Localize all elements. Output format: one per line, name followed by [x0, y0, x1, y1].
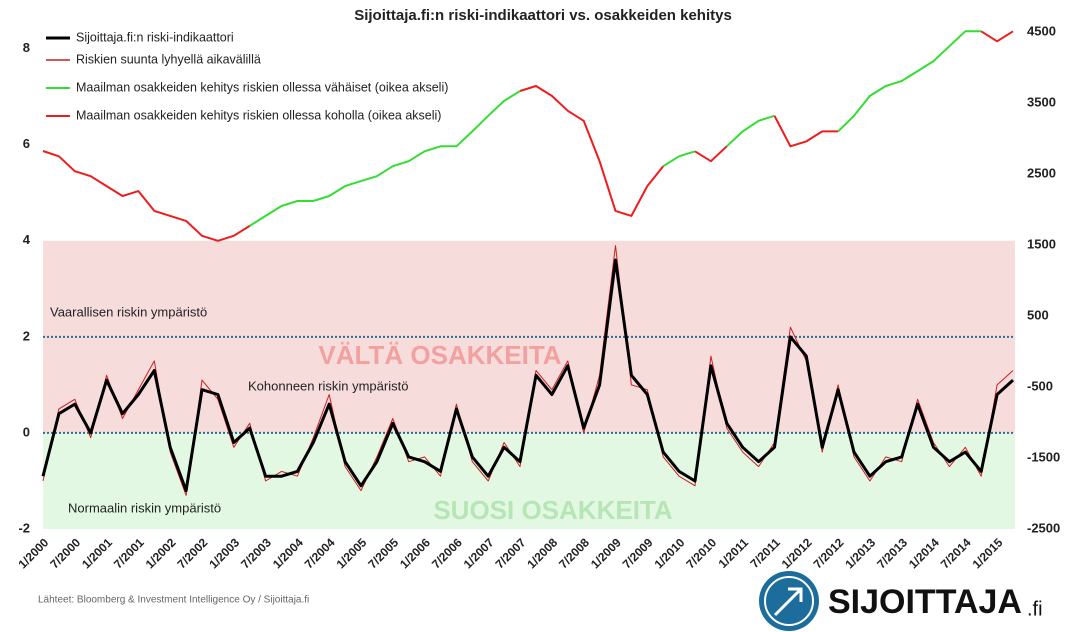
annotation: SUOSI OSAKKEITA	[433, 495, 673, 525]
y-tick-label: -2	[18, 520, 30, 535]
annotation: Normaalin riskin ympäristö	[68, 500, 221, 515]
x-tick-label: 1/2009	[588, 535, 624, 571]
x-tick-label: 1/2006	[397, 535, 433, 571]
legend: Sijoittaja.fi:n riski-indikaattori Riskie…	[46, 30, 448, 122]
logo-name: SIJOITTAJA	[828, 583, 1022, 621]
y2-tick-label: 500	[1027, 307, 1049, 322]
legend-label: Sijoittaja.fi:n riski-indikaattori	[76, 30, 234, 44]
source: Lähteet: Bloomberg & Investment Intellig…	[38, 595, 309, 606]
y-tick-label: 8	[23, 40, 30, 55]
x-tick-label: 1/2004	[270, 535, 306, 571]
x-tick-label: 1/2002	[143, 535, 179, 571]
x-tick-label: 1/2003	[206, 535, 242, 571]
x-tick-label: 1/2001	[79, 535, 115, 571]
logo-arrow	[773, 587, 803, 617]
x-tick-label: 7/2001	[111, 535, 147, 571]
series-line	[42, 30, 1014, 242]
x-tick-label: 1/2005	[334, 535, 370, 571]
x-tick-label: 1/2011	[716, 535, 752, 571]
x-tick-label: 1/2015	[970, 535, 1006, 571]
x-tick-label: 7/2013	[874, 535, 910, 571]
x-tick-label: 1/2007	[461, 535, 497, 571]
annotation: VÄLTÄ OSAKKEITA	[318, 340, 561, 370]
y-tick-label: 2	[23, 328, 30, 343]
x-tick-label: 1/2013	[842, 535, 878, 571]
x-tick-label: 7/2000	[47, 535, 83, 571]
annotation: Vaarallisen riskin ympäristö	[50, 304, 207, 319]
y2-tick-label: -1500	[1027, 449, 1060, 464]
x-tick-label: 1/2008	[524, 535, 560, 571]
chart-title: Sijoittaja.fi:n riski-indikaattori vs. o…	[354, 7, 732, 24]
y2-tick-label: -2500	[1027, 520, 1060, 535]
y-tick-label: 0	[23, 424, 30, 439]
x-tick-label: 1/2014	[906, 535, 942, 571]
x-tick-label: 7/2003	[238, 535, 274, 571]
x-tick-label: 7/2007	[493, 535, 529, 571]
x-tick-label: 1/2000	[16, 535, 52, 571]
x-tick-label: 7/2012	[811, 535, 847, 571]
x-tick-label: 7/2009	[620, 535, 656, 571]
x-tick-label: 7/2005	[365, 535, 401, 571]
x-tick-label: 7/2002	[175, 535, 211, 571]
x-tick-label: 1/2012	[779, 535, 815, 571]
x-tick-label: 7/2006	[429, 535, 465, 571]
legend-label: Maailman osakkeiden kehitys riskien olle…	[76, 108, 441, 122]
logo: SIJOITTAJA .fi	[759, 571, 1043, 631]
series-line	[41, 258, 1015, 493]
x-tick-label: 7/2011	[747, 535, 783, 571]
x-tick-label: 7/2008	[556, 535, 592, 571]
y2-tick-label: 1500	[1027, 236, 1056, 251]
x-tick-label: 7/2004	[302, 535, 338, 571]
legend-label: Maailman osakkeiden kehitys riskien olle…	[76, 80, 448, 94]
logo-ring	[764, 576, 814, 626]
x-tick-label: 7/2014	[938, 535, 974, 571]
y2-tick-label: 2500	[1027, 165, 1056, 180]
y2-tick-label: 4500	[1027, 23, 1056, 38]
x-tick-label: 1/2010	[652, 535, 688, 571]
y-tick-label: 6	[23, 136, 30, 151]
series-line	[249, 30, 982, 227]
y2-tick-label: 3500	[1027, 94, 1056, 109]
annotation: Kohonneen riskin ympäristö	[248, 378, 408, 393]
logo-suffix: .fi	[1027, 598, 1043, 620]
x-tick-label: 7/2010	[683, 535, 719, 571]
legend-label: Riskien suunta lyhyellä aikavälillä	[76, 52, 261, 66]
y2-tick-label: -500	[1027, 378, 1053, 393]
y-tick-label: 4	[23, 232, 31, 247]
